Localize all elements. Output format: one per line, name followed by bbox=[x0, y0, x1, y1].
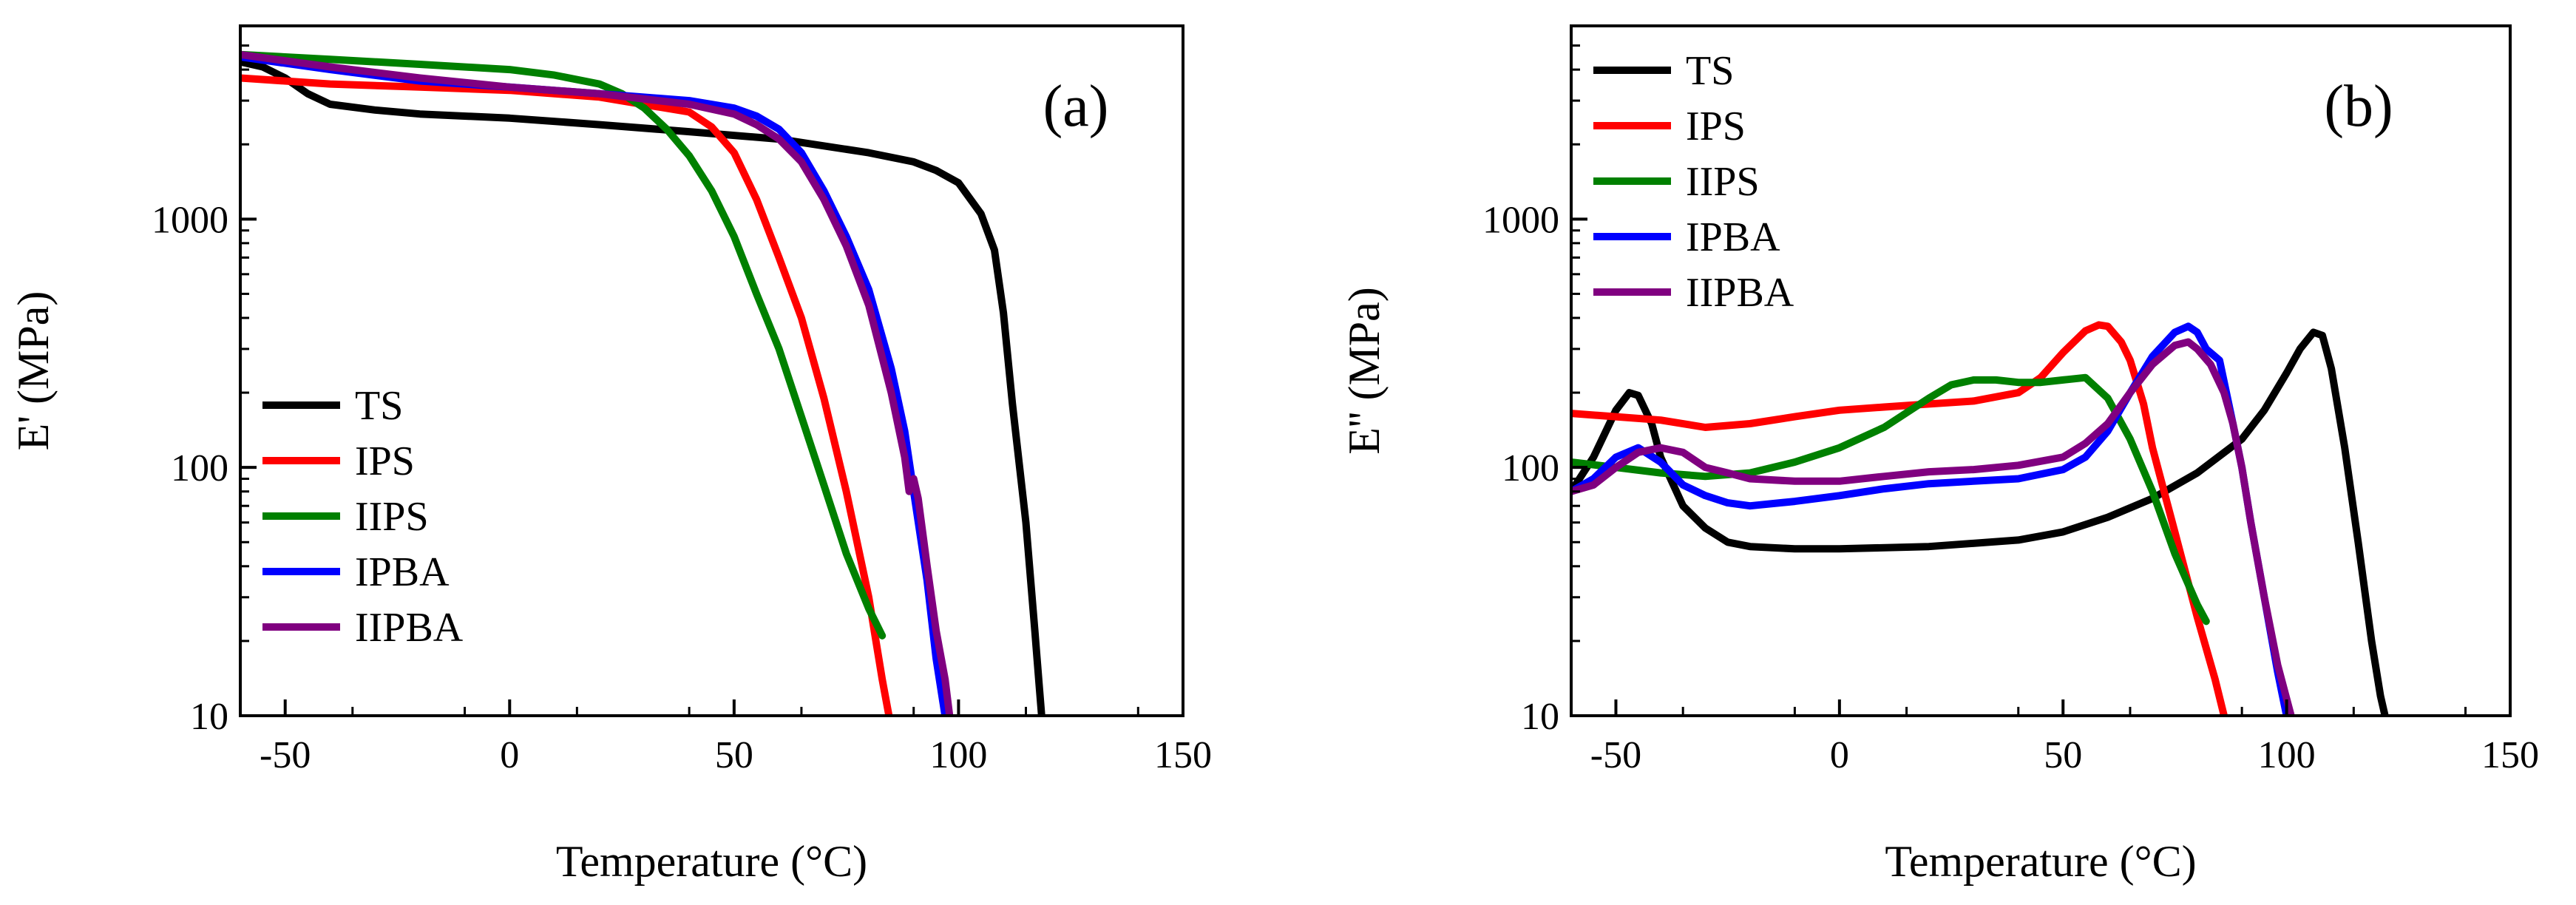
panel-a-x-axis-title: Temperature (°C) bbox=[556, 837, 867, 886]
panel-a-y-tick-label: 100 bbox=[171, 447, 228, 489]
panel-a-frame bbox=[239, 24, 1184, 717]
panel-b-frame bbox=[1570, 24, 2512, 717]
panel-a-x-tick-label: 100 bbox=[929, 734, 987, 776]
panel-a-ticks: -50 0 50 100 150 10 100 1000 bbox=[152, 24, 1212, 776]
panel-b-x-tick-label: 100 bbox=[2258, 734, 2316, 776]
panel-b-x-tick-label: 0 bbox=[1830, 734, 1849, 776]
panel-b-x-tick-label: -50 bbox=[1590, 734, 1641, 776]
panel-a-legend-label-ipba: IPBA bbox=[355, 549, 450, 595]
panel-a-y-tick-label: 1000 bbox=[152, 199, 228, 241]
panel-a-series-iipba bbox=[240, 50, 954, 716]
panel-a-plot-area: TS IPS IIPS IPBA IIPBA -50 0 50 100 150 10 100 1000 bbox=[152, 24, 1212, 776]
panel-a-series-ips bbox=[240, 74, 893, 716]
panel-b-legend-label-ipba: IPBA bbox=[1686, 214, 1780, 260]
panel-a-series-iips bbox=[240, 50, 887, 640]
panel-b-y-tick-label: 100 bbox=[1502, 447, 1559, 489]
panel-b-y-axis-title: E'' (MPa) bbox=[1340, 287, 1389, 455]
panel-a-y-tick-label: 10 bbox=[190, 696, 228, 738]
panel-b-x-tick-label: 150 bbox=[2481, 734, 2539, 776]
panel-b-series-ips bbox=[1571, 321, 2228, 716]
panel-b-ticks: -50 0 50 100 150 10 100 1000 bbox=[1482, 24, 2539, 776]
panel-b-plot-area: TS IPS IIPS IPBA IIPBA -50 0 50 100 150 10 100 1000 bbox=[1482, 24, 2539, 776]
panel-b-x-axis-title: Temperature (°C) bbox=[1885, 837, 2196, 886]
panel-a-legend: TS IPS IIPS IPBA IIPBA bbox=[262, 383, 464, 651]
panel-a-x-tick-label: 50 bbox=[715, 734, 753, 776]
panel-b-legend-label-iipba: IIPBA bbox=[1686, 270, 1794, 316]
panel-a-legend-label-ips: IPS bbox=[355, 438, 415, 484]
panel-b-legend-label-ips: IPS bbox=[1686, 104, 1746, 149]
panel-a-x-tick-label: -50 bbox=[260, 734, 311, 776]
panel-a-x-tick-label: 150 bbox=[1154, 734, 1212, 776]
panel-a-series-layer bbox=[240, 50, 1045, 716]
panel-a-legend-label-iipba: IIPBA bbox=[355, 605, 464, 651]
panel-a-x-tick-label: 0 bbox=[500, 734, 519, 776]
panel-b: TS IPS IIPS IPBA IIPBA -50 0 50 100 150 10 100 1000… bbox=[1340, 24, 2539, 886]
panel-b-legend-label-ts: TS bbox=[1686, 48, 1734, 94]
panel-a-series-ts bbox=[240, 58, 1045, 716]
panel-a-legend-label-iips: IIPS bbox=[355, 494, 429, 540]
panel-b-y-tick-label: 1000 bbox=[1482, 199, 1559, 241]
panel-b-series-ts bbox=[1571, 328, 2389, 716]
panel-b-series-layer bbox=[1571, 321, 2389, 716]
panel-a-legend-label-ts: TS bbox=[355, 383, 403, 429]
panel-b-x-tick-label: 50 bbox=[2044, 734, 2082, 776]
panel-b-label: (b) bbox=[2324, 74, 2393, 139]
panel-b-y-tick-label: 10 bbox=[1521, 696, 1559, 738]
panel-a-y-axis-title: E' (MPa) bbox=[9, 291, 58, 451]
panel-a-label: (a) bbox=[1043, 74, 1109, 139]
panel-b-legend: TS IPS IIPS IPBA IIPBA bbox=[1593, 48, 1794, 316]
panel-b-legend-label-iips: IIPS bbox=[1686, 159, 1760, 205]
panel-b-series-iipba bbox=[1571, 338, 2295, 716]
panel-a: TS IPS IIPS IPBA IIPBA -50 0 50 100 150 10 100 1000… bbox=[9, 24, 1212, 886]
